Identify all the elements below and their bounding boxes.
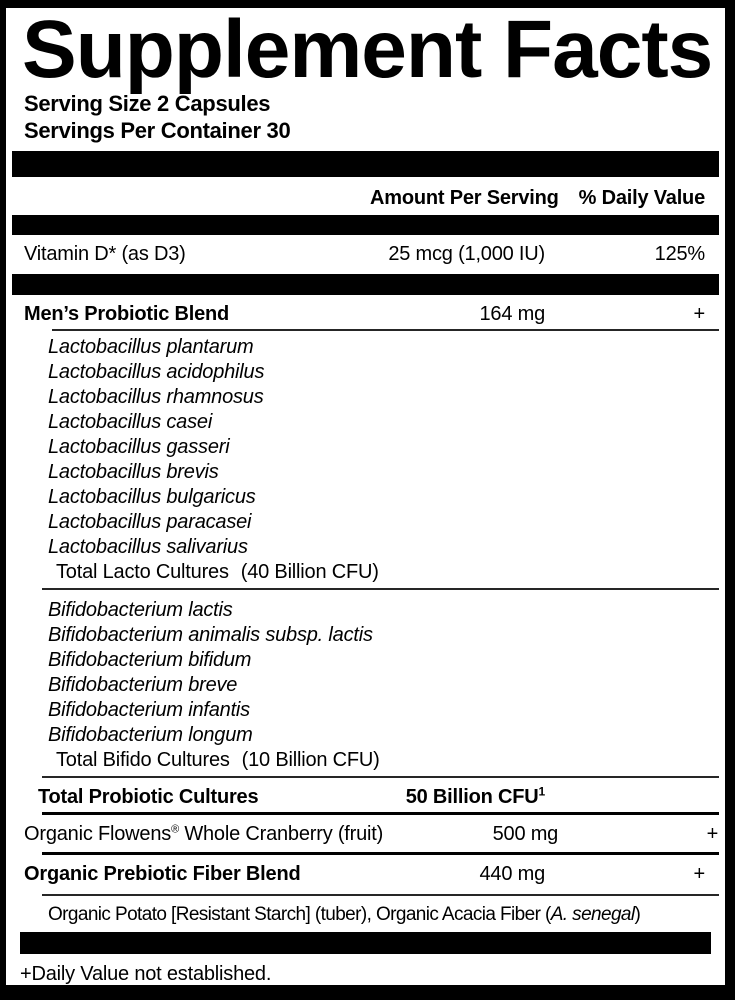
total-lacto-cultures: Total Lacto Cultures (40 Billion CFU) (6, 560, 725, 585)
list-item: Bifidobacterium bifidum (48, 649, 252, 671)
total-lacto-cfu: (40 Billion CFU) (240, 561, 379, 583)
fiber-ingredients-latin-name: A. senegal (550, 904, 635, 925)
divider-under-fiber-blend (42, 894, 719, 896)
list-item: Bifidobacterium longum (48, 724, 253, 746)
row-flowens-cranberry: Organic Flowens® Whole Cranberry (fruit)… (6, 815, 725, 852)
total-bifido-label: Total Bifido Cultures (56, 749, 230, 771)
divider-under-total-probiotic (42, 812, 719, 815)
flowens-amount: 500 mg (492, 823, 559, 845)
serving-size: Serving Size 2 Capsules (24, 91, 271, 116)
list-item: Lactobacillus paracasei (48, 511, 252, 533)
divider-bar-above-footnote (20, 932, 711, 954)
mens-blend-amount: 164 mg (479, 303, 545, 325)
registered-trademark-symbol: ® (171, 823, 179, 836)
row-vitamin-d: Vitamin D* (as D3) 25 mcg (1,000 IU) 125… (6, 235, 725, 274)
list-item: Lactobacillus brevis (48, 461, 219, 483)
fiber-ingredients-text: Organic Potato [Resistant Starch] (tuber… (48, 904, 551, 925)
total-lacto-label: Total Lacto Cultures (56, 561, 229, 583)
row-prebiotic-fiber-blend: Organic Prebiotic Fiber Blend 440 mg + (6, 855, 725, 891)
bifido-species-list: Bifidobacterium lactis Bifidobacterium a… (6, 590, 725, 773)
divider-bar-under-header (12, 215, 719, 235)
total-bifido-cfu: (10 Billion CFU) (241, 749, 380, 771)
row-mens-probiotic-blend: Men’s Probiotic Blend 164 mg + (6, 295, 725, 326)
list-item: Lactobacillus bulgaricus (48, 486, 256, 508)
panel-title: Supplement Facts (22, 4, 713, 95)
divider-bar-heavy-top (12, 151, 719, 177)
flowens-name-prefix: Organic Flowens (24, 823, 172, 845)
column-header-amount: Amount Per Serving (370, 187, 559, 209)
fiber-blend-name: Organic Prebiotic Fiber Blend (24, 863, 301, 885)
list-item: Lactobacillus salivarius (48, 536, 248, 558)
list-item: Lactobacillus gasseri (48, 436, 230, 458)
list-item: Lactobacillus casei (48, 411, 213, 433)
fiber-blend-ingredients: Organic Potato [Resistant Starch] (tuber… (6, 896, 725, 927)
flowens-name-suffix: Whole Cranberry (fruit) (178, 823, 384, 845)
fiber-blend-amount: 440 mg (479, 863, 545, 885)
total-probiotic-name: Total Probiotic Cultures (38, 786, 259, 808)
divider-bar-under-vitamin-d (12, 274, 719, 295)
column-header-row: Amount Per Serving % Daily Value (6, 177, 725, 215)
flowens-name: Organic Flowens® Whole Cranberry (fruit) (24, 822, 383, 846)
flowens-daily-value: + (706, 823, 719, 845)
divider-under-flowens (42, 852, 719, 855)
servings-per-container: Servings Per Container 30 (24, 118, 291, 143)
fiber-blend-daily-value: + (693, 863, 706, 885)
total-probiotic-amount: 50 Billion CFU1 (370, 785, 545, 809)
list-item: Bifidobacterium infantis (48, 699, 250, 721)
list-item: Bifidobacterium breve (48, 674, 238, 696)
list-item: Bifidobacterium lactis (48, 599, 233, 621)
daily-value-footnote: +Daily Value not established. (20, 963, 272, 985)
divider-under-bifido (42, 776, 719, 778)
list-item: Lactobacillus acidophilus (48, 361, 265, 383)
row-total-probiotic-cultures: Total Probiotic Cultures 50 Billion CFU1 (6, 778, 725, 812)
divider-under-lacto (42, 588, 719, 590)
mens-blend-daily-value: + (693, 303, 706, 325)
list-item: Lactobacillus rhamnosus (48, 386, 264, 408)
list-item: Lactobacillus plantarum (48, 336, 254, 358)
vitamin-d-daily-value: 125% (654, 243, 706, 265)
column-header-daily-value: % Daily Value (578, 187, 706, 209)
mens-blend-name: Men’s Probiotic Blend (24, 303, 230, 325)
list-item: Bifidobacterium animalis subsp. lactis (48, 624, 373, 646)
lacto-species-list: Lactobacillus plantarum Lactobacillus ac… (6, 331, 725, 585)
divider-under-mens-blend (52, 329, 719, 331)
vitamin-d-name: Vitamin D* (as D3) (24, 243, 186, 265)
fiber-ingredients-close-paren: ) (634, 904, 641, 925)
total-bifido-cultures: Total Bifido Cultures (10 Billion CFU) (6, 748, 725, 773)
total-probiotic-amount-value: 50 Billion CFU (405, 786, 539, 808)
vitamin-d-amount: 25 mcg (1,000 IU) (388, 243, 545, 265)
footnote-reference-superscript: 1 (538, 784, 546, 799)
